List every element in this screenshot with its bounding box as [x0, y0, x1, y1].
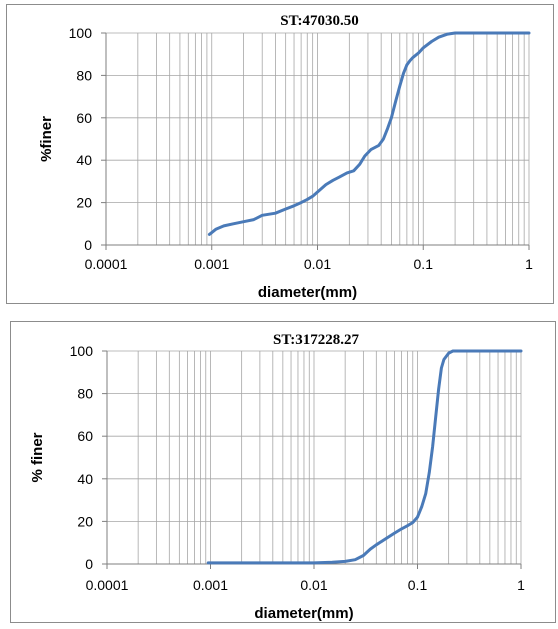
chart-svg-bottom: 0 20 40 60 80 100 0.0001 0.001 0.01 0.1 1 ST:317228… [29, 332, 525, 622]
y-axis-label: % finer [29, 432, 46, 482]
x-tick-label: 1 [517, 577, 525, 593]
x-tick-label: 0.0001 [86, 577, 129, 593]
y-tick-label: 60 [76, 110, 92, 126]
y-axis-label: %finer [38, 116, 55, 162]
x-tick-label: 0.1 [408, 577, 428, 593]
x-tick-label: 1 [525, 256, 533, 272]
data-series-line [206, 349, 523, 565]
y-tick-label: 40 [77, 471, 93, 487]
x-tick-label: 0.001 [194, 256, 229, 272]
y-tick-label: 80 [76, 67, 92, 83]
y-tick-label: 100 [69, 25, 93, 41]
y-tick-label: 0 [85, 556, 93, 572]
y-tick-label: 100 [70, 343, 94, 359]
x-tick-label: 0.0001 [85, 256, 128, 272]
chart-title: ST:47030.50 [280, 13, 358, 29]
y-tick-label: 60 [77, 428, 93, 444]
chart-panel-bottom: 0 20 40 60 80 100 0.0001 0.001 0.01 0.1 1 ST:317228… [10, 321, 556, 623]
y-tick-label: 40 [76, 152, 92, 168]
x-tick-label: 0.001 [193, 577, 228, 593]
y-tick-label: 80 [77, 386, 93, 402]
y-tick-label: 20 [76, 195, 92, 211]
x-tick-label: 0.1 [414, 256, 434, 272]
chart-title: ST:317228.27 [273, 332, 359, 348]
data-series-line [207, 31, 531, 236]
chart-panel-top: 0 20 40 60 80 100 0.0001 0.001 0.01 0.1 1 ST:47030.… [6, 4, 554, 304]
x-axis-label: diameter(mm) [254, 605, 353, 622]
x-axis-label: diameter(mm) [258, 284, 357, 301]
y-tick-label: 20 [77, 513, 93, 529]
chart-svg-top: 0 20 40 60 80 100 0.0001 0.001 0.01 0.1 1 ST:47030.… [38, 13, 533, 301]
x-tick-label: 0.01 [304, 256, 331, 272]
y-tick-label: 0 [84, 237, 92, 253]
x-tick-label: 0.01 [300, 577, 327, 593]
